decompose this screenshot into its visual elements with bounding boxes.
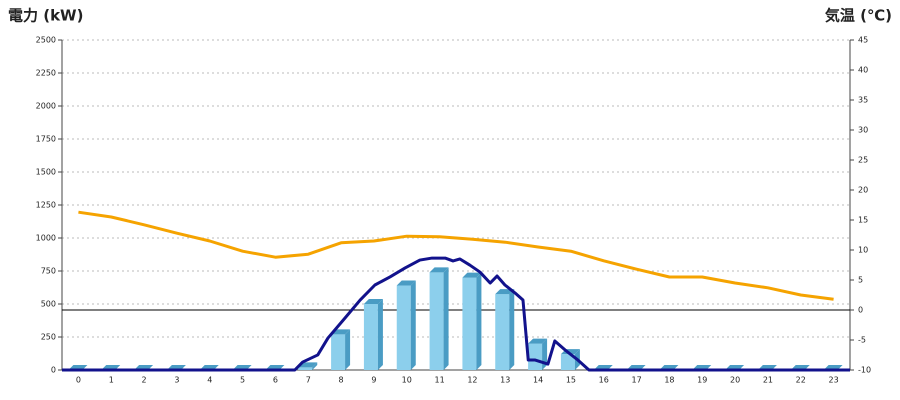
y-tick-label: 1750 xyxy=(36,135,56,144)
y2-tick-label: 5 xyxy=(858,276,863,285)
x-tick-label: 9 xyxy=(371,376,376,385)
bar-face xyxy=(429,272,444,370)
x-tick-label: 5 xyxy=(240,376,245,385)
bar-face xyxy=(443,267,449,370)
y-tick-label: 2250 xyxy=(36,69,56,78)
bar-face xyxy=(410,280,416,370)
x-tick-label: 22 xyxy=(796,376,806,385)
y-axis-title: 電力 (kW) xyxy=(8,7,83,25)
bar-face xyxy=(363,299,383,304)
bar-face xyxy=(542,338,548,370)
x-tick-label: 0 xyxy=(76,376,81,385)
bar-face xyxy=(363,304,378,370)
bar-face xyxy=(462,277,477,370)
bar-face xyxy=(345,329,351,370)
y-tick-label: 1000 xyxy=(36,234,56,243)
bar-face xyxy=(396,280,416,286)
y-tick-label: 2000 xyxy=(36,102,56,111)
x-tick-label: 23 xyxy=(828,376,838,385)
bar-face xyxy=(298,367,313,370)
x-tick-label: 2 xyxy=(142,376,147,385)
y2-axis-title: 気温 (℃) xyxy=(825,7,892,25)
y2-tick-label: 0 xyxy=(858,306,863,315)
x-tick-label: 16 xyxy=(599,376,609,385)
bar-face xyxy=(462,272,482,278)
x-tick-label: 18 xyxy=(664,376,674,385)
x-tick-label: 12 xyxy=(467,376,477,385)
y2-tick-label: 10 xyxy=(858,246,868,255)
bar xyxy=(429,267,449,370)
x-tick-label: 11 xyxy=(434,376,444,385)
y2-tick-label: 40 xyxy=(858,66,868,75)
line xyxy=(78,210,834,301)
x-tick-label: 7 xyxy=(306,376,311,385)
bar xyxy=(462,272,482,370)
y2-tick-label: -10 xyxy=(858,366,871,375)
y-tick-label: 0 xyxy=(51,366,56,375)
y-tick-label: 1250 xyxy=(36,201,56,210)
bar-face xyxy=(396,285,411,370)
bar-face xyxy=(476,272,482,370)
bar xyxy=(396,280,416,370)
y2-tick-label: 30 xyxy=(858,126,868,135)
bar-face xyxy=(560,354,575,370)
x-tick-label: 21 xyxy=(763,376,773,385)
y2-tick-label: 20 xyxy=(858,186,868,195)
x-tick-label: 1 xyxy=(109,376,114,385)
x-tick-label: 20 xyxy=(730,376,740,385)
line xyxy=(62,256,850,372)
bar xyxy=(331,329,351,370)
bar-face xyxy=(331,334,346,370)
x-tick-label: 6 xyxy=(273,376,278,385)
bar-face xyxy=(377,299,383,370)
bar xyxy=(495,289,515,370)
bar-face xyxy=(509,289,515,370)
x-tick-label: 3 xyxy=(174,376,179,385)
x-tick-label: 10 xyxy=(402,376,412,385)
y2-tick-label: -5 xyxy=(858,336,866,345)
bar-face xyxy=(528,338,548,344)
bar-face xyxy=(429,267,449,273)
y-tick-label: 750 xyxy=(41,267,56,276)
bar xyxy=(528,338,548,370)
x-tick-label: 19 xyxy=(697,376,707,385)
x-tick-label: 15 xyxy=(566,376,576,385)
bar-face xyxy=(495,294,510,370)
y-tick-label: 250 xyxy=(41,333,56,342)
y2-tick-label: 45 xyxy=(858,36,868,45)
x-tick-label: 13 xyxy=(500,376,510,385)
y-tick-label: 2500 xyxy=(36,36,56,45)
y-tick-label: 500 xyxy=(41,300,56,309)
y-tick-label: 1500 xyxy=(36,168,56,177)
bar-face xyxy=(312,362,318,370)
x-tick-label: 8 xyxy=(339,376,344,385)
bar-face xyxy=(528,343,543,370)
x-tick-label: 17 xyxy=(631,376,641,385)
x-tick-label: 4 xyxy=(207,376,212,385)
y2-tick-label: 25 xyxy=(858,156,868,165)
bar xyxy=(363,299,383,370)
y2-tick-label: 15 xyxy=(858,216,868,225)
y2-tick-label: 35 xyxy=(858,96,868,105)
x-tick-label: 14 xyxy=(533,376,543,385)
